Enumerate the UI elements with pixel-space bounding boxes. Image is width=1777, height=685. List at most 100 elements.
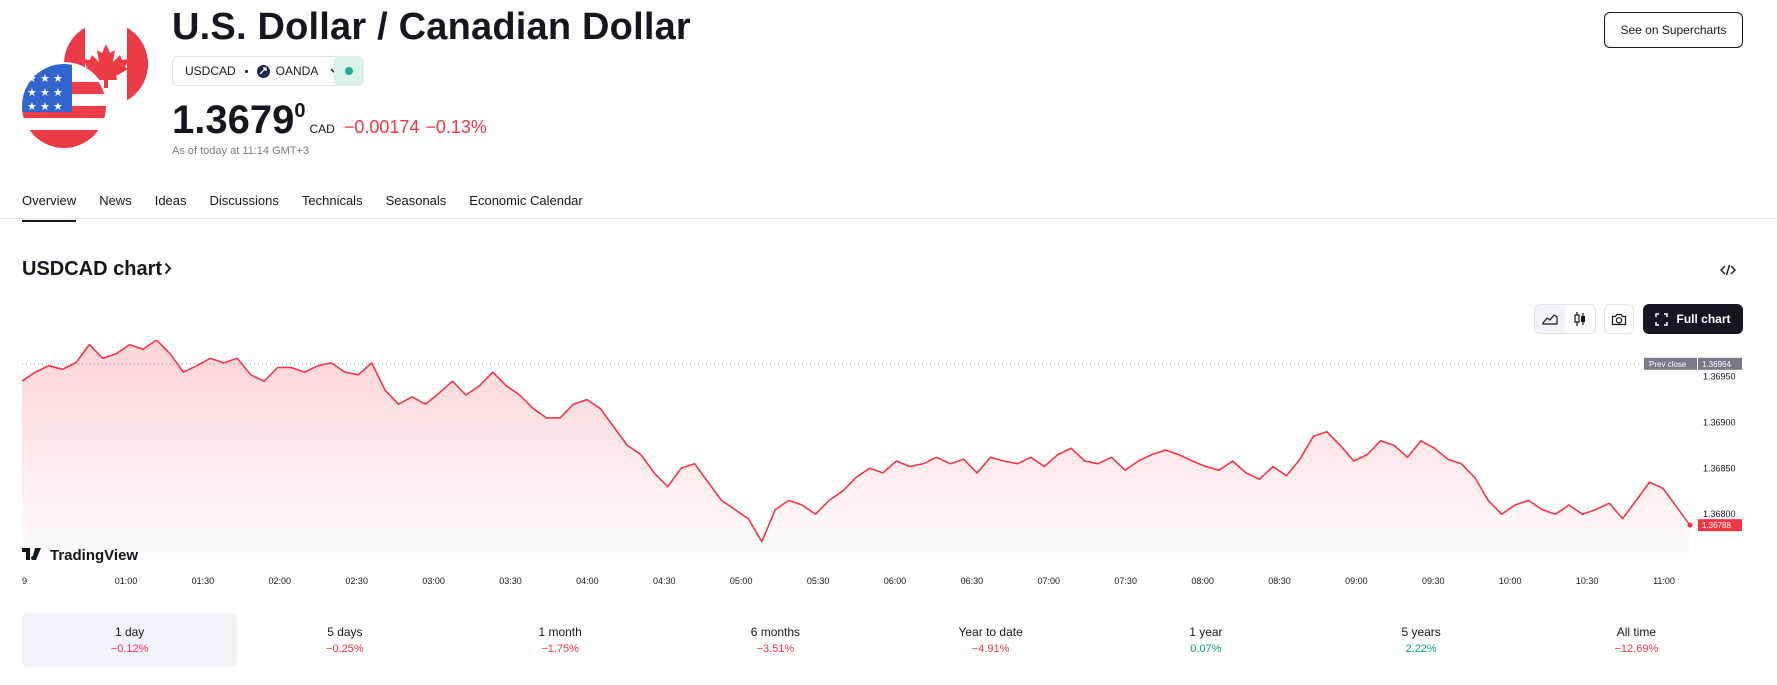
period-label: All time bbox=[1616, 625, 1657, 639]
y-axis-tick: 1.36900 bbox=[1703, 418, 1736, 428]
x-axis-tick: 11:00 bbox=[1653, 576, 1675, 586]
tradingview-logo-icon bbox=[22, 548, 41, 560]
tab-overview[interactable]: Overview bbox=[22, 193, 77, 222]
page-title: U.S. Dollar / Canadian Dollar bbox=[172, 6, 691, 48]
prev-close-value-tag bbox=[1698, 357, 1742, 370]
period-change: −0.12% bbox=[110, 643, 149, 655]
period-change: −1.75% bbox=[541, 643, 579, 655]
symbol-selector[interactable]: USDCAD OANDA bbox=[172, 56, 354, 86]
period-1-month[interactable]: 1 month −1.75% bbox=[453, 613, 668, 667]
full-chart-button[interactable]: Full chart bbox=[1643, 304, 1743, 334]
as-of-timestamp: As of today at 11:14 GMT+3 bbox=[172, 145, 310, 157]
period-label: 5 days bbox=[327, 625, 363, 639]
price-superscript: 0 bbox=[294, 100, 306, 122]
tab-bar-divider bbox=[0, 218, 1777, 219]
period-6-months[interactable]: 6 months −3.51% bbox=[668, 613, 883, 667]
period-1-day[interactable]: 1 day −0.12% bbox=[22, 613, 238, 667]
period-change: −0.25% bbox=[326, 643, 364, 655]
area-chart-style-button[interactable] bbox=[1535, 305, 1565, 333]
x-axis-tick: 08:30 bbox=[1268, 576, 1291, 586]
x-axis-tick: 08:00 bbox=[1191, 576, 1214, 586]
exchange-label: OANDA bbox=[275, 64, 319, 78]
x-axis-tick: 04:30 bbox=[653, 576, 676, 586]
period-change: 2.22% bbox=[1405, 643, 1437, 655]
tab-discussions[interactable]: Discussions bbox=[209, 193, 279, 208]
tradingview-logo: TradingView bbox=[22, 547, 138, 564]
period-label: 1 day bbox=[114, 625, 145, 639]
tab-bar: Overview News Ideas Discussions Technicals Se… bbox=[22, 193, 606, 222]
svg-text:★: ★ bbox=[53, 86, 63, 99]
last-price-dot bbox=[1687, 522, 1693, 528]
fullscreen-icon bbox=[1655, 312, 1669, 326]
y-axis-tick: 1.36950 bbox=[1703, 372, 1736, 382]
x-axis-tick: 07:00 bbox=[1038, 576, 1061, 586]
price-value: 1.3679 bbox=[172, 98, 295, 142]
prev-close-tag-value: 1.36964 bbox=[1702, 360, 1731, 369]
area-chart-icon bbox=[1542, 314, 1558, 325]
tab-news[interactable]: News bbox=[99, 193, 132, 208]
y-axis-tick: 1.36800 bbox=[1703, 509, 1736, 519]
x-axis-tick: 02:30 bbox=[345, 576, 368, 586]
svg-text:★: ★ bbox=[40, 72, 50, 85]
period-5-days[interactable]: 5 days −0.25% bbox=[237, 613, 452, 667]
period-1-year[interactable]: 1 year 0.07% bbox=[1098, 613, 1313, 667]
svg-text:★: ★ bbox=[27, 86, 37, 99]
period-label: 6 months bbox=[750, 625, 801, 639]
price-change-percent: −0.13% bbox=[425, 117, 487, 137]
period-change: −3.51% bbox=[756, 643, 795, 655]
period-change: −4.91% bbox=[971, 643, 1010, 655]
x-axis-tick: 10:00 bbox=[1499, 576, 1522, 586]
period-label: 5 years bbox=[1401, 625, 1441, 639]
period-all-time[interactable]: All time −12.69% bbox=[1529, 613, 1744, 667]
x-axis-tick: 03:30 bbox=[499, 576, 522, 586]
y-axis-tick: 1.36850 bbox=[1703, 463, 1736, 473]
svg-text:★: ★ bbox=[53, 72, 63, 85]
x-axis-tick: 10:30 bbox=[1576, 576, 1599, 586]
market-status-button[interactable] bbox=[334, 56, 364, 86]
tab-seasonals[interactable]: Seasonals bbox=[385, 193, 447, 208]
see-on-supercharts-button[interactable]: See on Supercharts bbox=[1604, 12, 1743, 48]
price-line bbox=[21, 340, 1691, 543]
separator-dot bbox=[244, 69, 248, 73]
last-price-tag bbox=[1698, 519, 1742, 532]
x-axis-tick: 05:00 bbox=[730, 576, 753, 586]
symbol-label: USDCAD bbox=[185, 64, 236, 78]
x-axis-tick: 02:00 bbox=[269, 576, 292, 586]
chart-heading-link[interactable]: USDCAD chart bbox=[22, 258, 172, 281]
x-axis-tick: 09:30 bbox=[1422, 576, 1445, 586]
tradingview-brand-text: TradingView bbox=[50, 547, 138, 564]
period-change: −12.69% bbox=[1614, 643, 1659, 655]
price-row: 1.3679 0 CAD −0.00174 −0.13% bbox=[172, 98, 487, 143]
embed-code-icon[interactable] bbox=[1716, 260, 1740, 280]
x-axis-tick: 03:00 bbox=[422, 576, 445, 586]
period-5-years[interactable]: 5 years 2.22% bbox=[1314, 613, 1529, 667]
tab-technicals[interactable]: Technicals bbox=[301, 193, 363, 208]
candles-icon bbox=[1574, 312, 1585, 326]
period-label: 1 month bbox=[538, 625, 582, 639]
chevron-right-icon bbox=[164, 258, 172, 281]
period-label: Year to date bbox=[958, 625, 1023, 639]
full-chart-label: Full chart bbox=[1676, 312, 1731, 326]
period-selector: 1 day −0.12% 5 days −0.25% 1 month −1.75% 6 mo… bbox=[22, 613, 1744, 667]
snapshot-button[interactable] bbox=[1604, 304, 1634, 334]
chart-style-toggle bbox=[1534, 304, 1596, 334]
period-label: 1 year bbox=[1189, 625, 1223, 639]
price-change: −0.00174 bbox=[343, 117, 420, 137]
tab-economic-calendar[interactable]: Economic Calendar bbox=[469, 193, 583, 208]
usd-cad-flag-logo: ★★★ ★★★ ★★★ bbox=[22, 22, 148, 148]
x-axis-tick: 01:30 bbox=[192, 576, 215, 586]
svg-text:★: ★ bbox=[53, 100, 63, 113]
x-axis-tick: 06:00 bbox=[884, 576, 907, 586]
price-chart[interactable]: 1.36950 1.36900 1.36850 1.36800 9 01:00 01:30… bbox=[0, 340, 1777, 590]
tab-ideas[interactable]: Ideas bbox=[154, 193, 187, 208]
x-axis-tick: 09:00 bbox=[1345, 576, 1368, 586]
candles-chart-style-button[interactable] bbox=[1565, 305, 1595, 333]
period-year-to-date[interactable]: Year to date −4.91% bbox=[883, 613, 1098, 667]
prev-close-tag bbox=[1644, 357, 1697, 370]
price-currency: CAD bbox=[309, 122, 335, 136]
price-area-fill bbox=[22, 340, 1690, 560]
period-change: 0.07% bbox=[1190, 643, 1222, 655]
svg-text:★: ★ bbox=[40, 100, 50, 113]
x-axis-tick: 9 bbox=[22, 576, 27, 586]
last-price-tag-value: 1.36788 bbox=[1702, 521, 1731, 530]
